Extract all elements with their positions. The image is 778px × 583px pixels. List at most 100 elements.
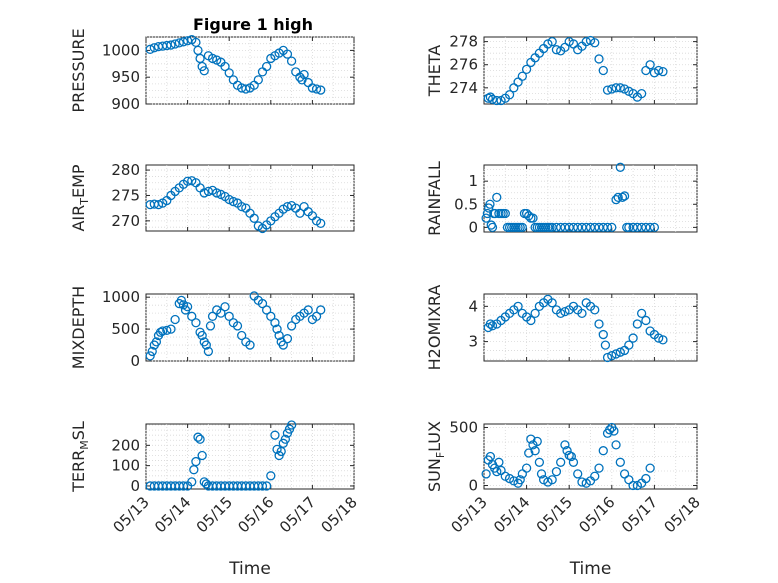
data-point xyxy=(197,61,207,72)
data-point xyxy=(286,56,297,66)
data-point xyxy=(615,347,625,357)
chart-title: Figure 1 high xyxy=(193,15,313,34)
y-axis-label: H2OMIXRA xyxy=(425,285,444,371)
y-tick-label: 4 xyxy=(468,297,478,315)
data-point xyxy=(600,340,611,350)
data-point xyxy=(157,326,168,336)
data-point xyxy=(632,319,643,329)
data-point xyxy=(145,351,155,361)
data-point xyxy=(153,199,164,210)
x-tick-label: 05/16 xyxy=(575,493,618,536)
data-point xyxy=(530,446,540,456)
data-point xyxy=(645,60,655,70)
data-point xyxy=(303,305,313,315)
x-tick-label: 05/14 xyxy=(151,493,194,536)
y-tick-label: 270 xyxy=(111,212,140,230)
data-point xyxy=(609,426,619,436)
data-point xyxy=(176,295,187,306)
data-point xyxy=(547,298,557,308)
data-point xyxy=(636,308,647,319)
data-point xyxy=(515,475,525,485)
data-point xyxy=(170,39,180,49)
data-point xyxy=(191,456,201,467)
subplot-3: 0 0.5 1 RAINFALL xyxy=(425,161,698,236)
data-point xyxy=(521,463,532,473)
y-tick-label: 0 xyxy=(468,477,478,495)
y-tick-label: 3 xyxy=(468,333,478,351)
data-point xyxy=(500,208,510,219)
data-point xyxy=(253,75,263,85)
x-tick-label: 05/15 xyxy=(193,493,236,536)
data-point xyxy=(282,334,293,344)
data-point xyxy=(649,222,660,233)
subplot-1: 274 276 278 THETA xyxy=(425,33,698,106)
y-axis-label: AIRTEMP xyxy=(69,164,91,231)
data-point xyxy=(487,94,498,105)
data-point xyxy=(566,451,576,462)
data-point xyxy=(257,481,268,491)
data-point xyxy=(481,213,491,223)
y-tick-label: 0 xyxy=(130,352,140,370)
data-point xyxy=(145,44,155,54)
x-tick-label: 05/18 xyxy=(318,493,361,536)
data-point xyxy=(624,340,634,350)
data-point xyxy=(216,308,226,318)
data-point xyxy=(517,222,527,233)
y-tick-label: 950 xyxy=(111,68,140,86)
data-point xyxy=(201,479,211,489)
data-point xyxy=(619,191,630,201)
data-point xyxy=(307,83,318,93)
data-point xyxy=(316,305,326,315)
data-point xyxy=(617,192,628,202)
subplot-0: 900 950 1000 PRESSURE Figure 1 high xyxy=(69,15,355,113)
data-point xyxy=(481,469,491,479)
data-point xyxy=(207,311,218,321)
y-tick-label: 1000 xyxy=(102,41,140,59)
data-point xyxy=(607,222,617,233)
y-axis-label: SUNFLUX xyxy=(425,421,447,492)
y-tick-label: 900 xyxy=(111,95,140,113)
data-point xyxy=(237,330,247,341)
data-point xyxy=(598,65,608,76)
data-point xyxy=(270,430,280,440)
y-tick-label: 278 xyxy=(449,33,478,51)
data-point xyxy=(224,311,234,321)
data-point xyxy=(178,300,189,310)
data-point xyxy=(272,324,282,334)
data-point xyxy=(197,450,207,461)
data-point xyxy=(605,425,615,435)
data-point xyxy=(162,325,172,336)
x-tick-label: 05/17 xyxy=(276,493,319,536)
data-point xyxy=(645,222,655,233)
data-point xyxy=(191,318,201,328)
data-point xyxy=(487,321,498,331)
data-point xyxy=(207,53,218,64)
data-point xyxy=(311,311,322,321)
x-tick-label: 05/18 xyxy=(661,493,704,536)
data-point xyxy=(316,218,326,229)
data-point xyxy=(611,440,621,450)
data-point xyxy=(645,463,655,473)
data-point xyxy=(654,333,664,343)
data-point xyxy=(249,213,259,223)
data-point xyxy=(237,201,247,212)
data-point xyxy=(641,315,651,326)
data-point xyxy=(199,66,209,76)
y-tick-label: 0.5 xyxy=(454,195,478,213)
data-point xyxy=(492,192,502,202)
data-point xyxy=(636,88,647,99)
data-point xyxy=(577,477,587,487)
data-point xyxy=(487,222,498,233)
y-tick-label: 276 xyxy=(449,56,478,74)
data-point xyxy=(530,308,540,319)
x-tick-label: 05/13 xyxy=(110,493,153,536)
data-point xyxy=(155,327,166,337)
data-point xyxy=(261,61,272,72)
data-point xyxy=(547,36,557,47)
data-point xyxy=(602,222,613,233)
data-point xyxy=(197,330,207,341)
y-tick-label: 0 xyxy=(468,218,478,236)
data-point xyxy=(147,346,157,357)
data-point xyxy=(590,471,600,481)
